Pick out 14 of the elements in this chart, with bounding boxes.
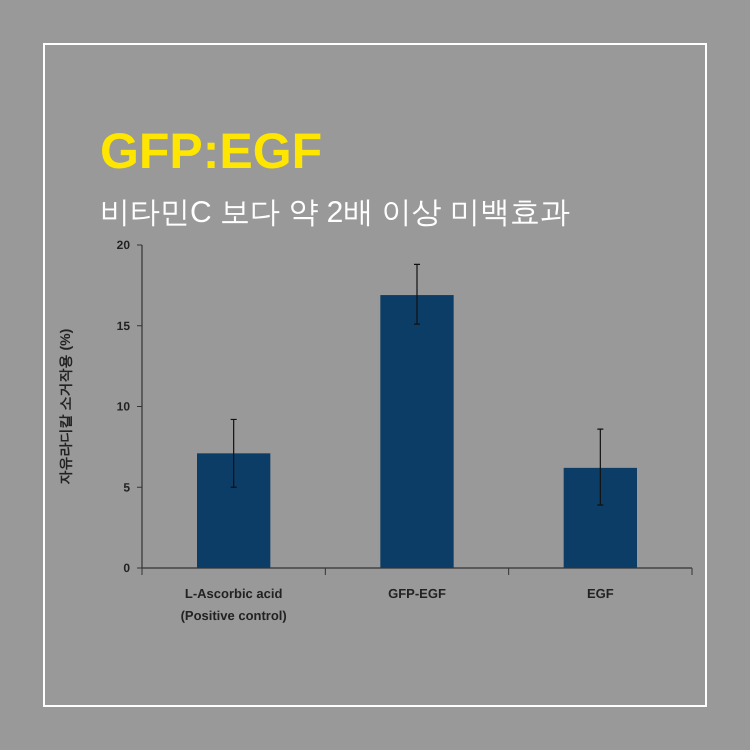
bar [197,453,270,568]
y-tick-label: 5 [123,480,130,494]
bar [564,468,637,568]
x-tick-label: EGF [586,586,614,601]
x-tick-label: L-Ascorbic acid (Positive control) [180,586,287,624]
x-tick-label: GFP-EGF [388,586,446,601]
y-tick-label: 20 [116,238,130,252]
chart-subtitle: 비타민C 보다 약 2배 이상 미백효과 [100,196,570,229]
chart-title: GFP:EGF [100,123,322,179]
y-tick-label: 0 [123,561,130,575]
bar [380,295,454,568]
y-tick-label: 10 [116,400,130,414]
y-tick-label: 15 [116,318,130,333]
y-axis-title: 자유라디칼 소거작용 (%) [57,328,73,484]
